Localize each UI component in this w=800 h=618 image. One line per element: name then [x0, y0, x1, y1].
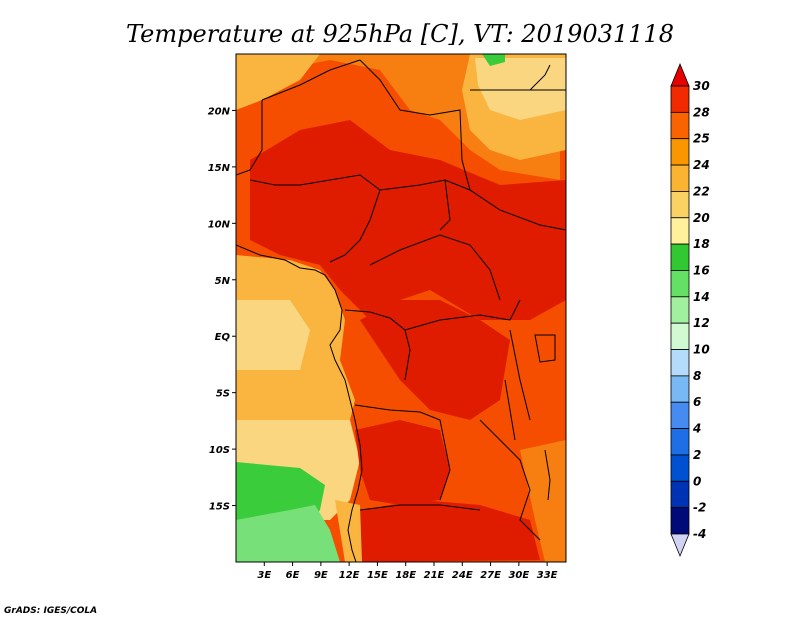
border-line-9	[344, 309, 411, 381]
temperature-zone-northeast-pale	[475, 58, 566, 120]
border-line-2	[261, 59, 361, 101]
colorbar-label: 12	[693, 316, 710, 330]
lon-tick-label: 18E	[395, 570, 416, 581]
longitude-axis: 3E 6E 9E 12E 15E 18E 21E 24E 27E 30E 33E	[257, 562, 558, 581]
colorbar-box	[670, 428, 690, 456]
colorbar-box	[670, 111, 690, 140]
lat-tick-label: 15S	[209, 502, 230, 513]
colorbar-label: 24	[693, 158, 710, 172]
lat-tick-label: 15N	[208, 163, 231, 174]
colorbar-bottom-triangle	[670, 533, 690, 558]
temperature-zone-sahel-hot	[250, 120, 566, 320]
grads-credit: GrADS: IGES/COLA	[4, 606, 97, 616]
lon-tick-label: 9E	[314, 570, 328, 581]
border-line-14	[509, 329, 531, 421]
temperature-zone-ocean-pale	[236, 300, 310, 370]
border-line-6	[379, 179, 566, 231]
colorbar-box	[670, 164, 690, 192]
coastline-west-africa	[236, 244, 363, 562]
colorbar-box	[670, 401, 690, 429]
temperature-zone-northwest	[236, 54, 320, 110]
colorbar-label: 10	[693, 343, 710, 357]
colorbar-box	[670, 375, 690, 403]
temperature-zone-central-hot	[360, 300, 510, 420]
border-line-5	[329, 189, 381, 263]
border-line-10	[404, 299, 521, 331]
country-borders	[236, 59, 566, 562]
lon-tick-label: 12E	[339, 570, 360, 581]
lon-tick-label: 30E	[508, 570, 529, 581]
colorbar-label: 30	[693, 79, 710, 93]
colorbar-label: 28	[693, 105, 710, 119]
lon-tick-label: 24E	[452, 570, 473, 581]
lon-tick-label: 33E	[537, 570, 558, 581]
lat-tick-label: EQ	[215, 332, 231, 343]
border-line-3	[359, 59, 471, 191]
border-line-12	[359, 504, 481, 511]
colorbar-label: 18	[693, 237, 710, 251]
lat-tick-label: 20N	[208, 106, 231, 117]
border-line-4	[249, 174, 381, 191]
colorbar-label: -2	[693, 501, 706, 515]
colorbar-box	[670, 507, 690, 535]
lat-tick-label: 5S	[216, 389, 230, 400]
lake-victoria	[534, 334, 556, 363]
lat-tick-label: 5N	[215, 276, 231, 287]
lon-tick-label: 15E	[367, 570, 388, 581]
lon-tick-label: 6E	[286, 570, 300, 581]
temperature-zone-light-green-southwest	[236, 505, 340, 562]
colorbar-top-triangle	[670, 62, 690, 87]
colorbar-label: 2	[693, 448, 701, 462]
colorbar-label: 14	[693, 290, 710, 304]
colorbar-box	[670, 217, 690, 245]
colorbar-box	[670, 85, 690, 113]
temperature-zone-south-hot	[360, 500, 540, 562]
temperature-zone-north-green	[482, 54, 505, 66]
lat-tick-label: 10N	[208, 219, 231, 230]
colorbar-box	[670, 191, 690, 219]
colorbar-label: 22	[693, 184, 710, 198]
border-line-11	[354, 404, 451, 501]
map-frame	[235, 53, 567, 563]
colorbar-label: 25	[693, 132, 710, 146]
colorbar-label: -4	[693, 527, 706, 541]
colorbar-box	[670, 349, 690, 377]
temperature-zone-east-coast	[520, 440, 566, 562]
lake-tanganyika	[504, 379, 516, 441]
map-title: Temperature at 925hPa [C], VT: 201903111…	[126, 20, 674, 48]
colorbar-box	[670, 480, 690, 509]
colorbar-label: 20	[693, 211, 710, 225]
colorbar-label: 8	[693, 369, 701, 383]
border-line-1	[236, 100, 263, 176]
colorbar-box	[670, 243, 690, 271]
colorbar-box	[670, 322, 690, 350]
lat-tick-label: 10S	[209, 445, 230, 456]
border-line-13	[479, 419, 541, 541]
lon-tick-label: 21E	[424, 570, 445, 581]
colorbar-label: 4	[692, 422, 701, 436]
lake-malawi	[544, 449, 551, 501]
colorbar-box	[670, 270, 690, 298]
colorbar-label: 0	[693, 474, 701, 488]
colorbar-box	[670, 296, 690, 324]
colorbar-label: 16	[693, 263, 710, 277]
colorbar-box	[670, 454, 690, 482]
lon-tick-label: 27E	[480, 570, 501, 581]
temperature-zone-southern-hot	[355, 420, 450, 505]
lon-tick-label: 3E	[257, 570, 271, 581]
border-line-8	[369, 234, 501, 301]
border-line-16	[529, 64, 551, 91]
latitude-axis: 20N 15N 10N 5N EQ 5S 10S 15S	[208, 106, 236, 513]
colorbar-label: 6	[693, 395, 701, 409]
border-line-7	[439, 179, 451, 231]
colorbar-box	[670, 138, 690, 166]
map-panel	[236, 54, 566, 562]
